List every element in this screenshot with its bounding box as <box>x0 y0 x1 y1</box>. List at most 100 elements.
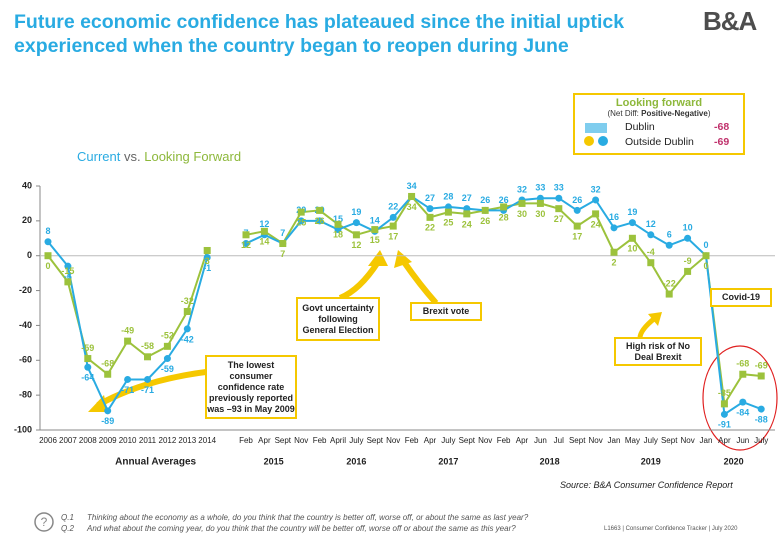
marker <box>573 206 581 214</box>
data-label: 33 <box>535 183 545 193</box>
data-label: 18 <box>333 230 343 240</box>
arrow-head <box>368 250 388 266</box>
marker <box>144 375 151 383</box>
note: ) <box>707 109 711 118</box>
x-tick-label: Feb <box>313 436 327 445</box>
title: Future economic confidence has plateaued… <box>14 11 625 57</box>
marker <box>44 252 52 260</box>
data-label: 34 <box>407 181 417 191</box>
annotation-line: The lowest <box>227 359 275 370</box>
question: Q.2 And what about the coming year, do yo… <box>61 524 516 533</box>
data-label: -89 <box>101 416 114 426</box>
data-label: 28 <box>499 212 509 222</box>
marker <box>163 355 171 363</box>
y-tick-label: -20 <box>19 285 32 295</box>
group-label: 2018 <box>540 456 560 466</box>
data-label: 7 <box>280 249 285 259</box>
marker <box>720 410 728 418</box>
x-tick-label: 2011 <box>139 436 157 445</box>
x-tick-label: 2013 <box>178 436 196 445</box>
marker <box>242 240 250 248</box>
marker <box>124 375 132 383</box>
marker <box>316 217 324 225</box>
icon <box>585 123 607 133</box>
y-tick-label: 40 <box>22 180 32 190</box>
data-label: -91 <box>718 420 731 430</box>
data-label: 26 <box>315 216 325 226</box>
data-label: -88 <box>755 414 768 424</box>
marker <box>518 199 526 207</box>
data-label: 30 <box>535 209 545 219</box>
annotation-line: following <box>318 313 358 324</box>
x-tick-label: 2012 <box>159 436 177 445</box>
marker <box>279 240 287 248</box>
marker <box>104 407 112 415</box>
x-tick-label: 2008 <box>79 436 97 445</box>
x-tick-label: April <box>330 436 346 445</box>
data-label: 26 <box>480 195 490 205</box>
x-tick-label: Apr <box>718 436 731 445</box>
marker <box>647 259 655 267</box>
data-label: 12 <box>351 240 361 250</box>
group-label: 2017 <box>438 456 458 466</box>
data-label: -58 <box>141 341 154 351</box>
x-tick-label: July <box>754 436 768 445</box>
marker <box>144 353 151 361</box>
arrow <box>338 260 381 301</box>
data-label: -52 <box>161 331 174 341</box>
data-label: -59 <box>81 343 94 353</box>
x-tick-label: Jun <box>534 436 547 445</box>
data-label: 0 <box>45 261 50 271</box>
marker <box>426 205 434 213</box>
annotation: Govt uncertainty following General Electio… <box>296 297 380 341</box>
y-tick-label: -80 <box>19 390 32 400</box>
marker <box>352 219 360 227</box>
highlight-circle <box>702 345 778 451</box>
annotation-line: confidence rate <box>217 381 285 392</box>
annotation: High risk of No Deal Brexit <box>614 337 702 366</box>
x-tick-label: Apr <box>424 436 437 445</box>
data-label: 3 <box>205 256 210 266</box>
marker <box>163 342 171 350</box>
data-label: -49 <box>121 325 134 335</box>
arrow <box>401 260 439 305</box>
x-tick-label: 2006 <box>39 436 57 445</box>
marker <box>463 210 471 218</box>
marker <box>592 196 600 204</box>
data-label: -69 <box>755 360 768 370</box>
y-tick-label: -60 <box>19 355 32 365</box>
marker <box>84 363 92 371</box>
data-label: 14 <box>259 237 269 247</box>
marker <box>665 290 673 298</box>
marker <box>720 400 728 408</box>
marker <box>203 246 211 254</box>
question-text: And what about the coming year, do you t… <box>87 524 516 533</box>
data-label: 25 <box>296 218 306 228</box>
marker <box>481 206 489 214</box>
question-icon <box>34 512 54 532</box>
x-tick-label: Nov <box>386 436 400 445</box>
data-label: 26 <box>480 216 490 226</box>
legend-box: Looking forward (Net Diff: Positive-Nega… <box>573 93 745 155</box>
x-tick-label: Jan <box>608 436 621 445</box>
data-label: 28 <box>443 191 453 201</box>
question-text: Thinking about the economy as a whole, d… <box>87 513 529 522</box>
marker <box>408 192 416 200</box>
data-label: 22 <box>388 202 398 212</box>
x-tick-label: Jul <box>554 436 564 445</box>
legend-value: -69 <box>714 136 730 148</box>
annotation-line: Govt uncertainty <box>302 302 374 313</box>
data-label: 27 <box>462 193 472 203</box>
x-tick-label: Nov <box>294 436 308 445</box>
icon <box>584 136 594 146</box>
data-label: 27 <box>554 214 564 224</box>
data-label: 27 <box>425 193 435 203</box>
marker <box>426 213 434 221</box>
x-tick-label: May <box>625 436 640 445</box>
x-tick-label: Sept <box>569 436 586 445</box>
data-label: 17 <box>572 231 582 241</box>
series-name: Looking Forward <box>144 149 242 164</box>
data-label: 24 <box>462 219 472 229</box>
x-tick-label: Sept <box>275 436 292 445</box>
